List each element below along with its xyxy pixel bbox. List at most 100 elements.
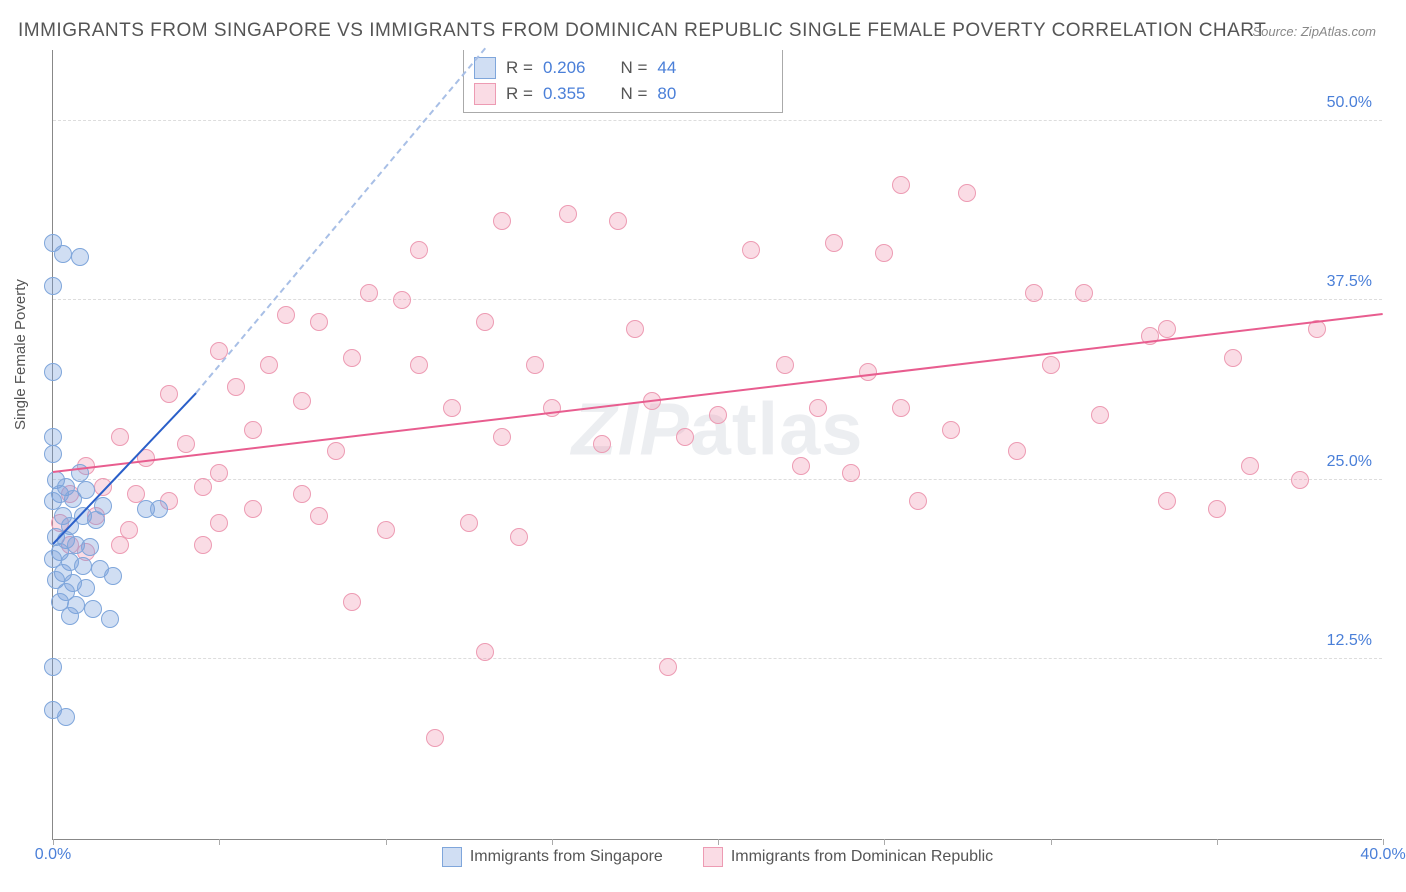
data-point-singapore (81, 538, 99, 556)
data-point-singapore (44, 658, 62, 676)
data-point-dominican (909, 492, 927, 510)
data-point-dominican (776, 356, 794, 374)
data-point-dominican (476, 643, 494, 661)
data-point-dominican (393, 291, 411, 309)
n-label: N = (620, 84, 647, 104)
y-tick-label: 37.5% (1327, 273, 1372, 291)
data-point-dominican (111, 428, 129, 446)
data-point-singapore (57, 708, 75, 726)
data-point-singapore (74, 557, 92, 575)
x-tick (219, 839, 220, 845)
grid-line (53, 299, 1382, 300)
n-label: N = (620, 58, 647, 78)
data-point-dominican (177, 435, 195, 453)
data-point-dominican (593, 435, 611, 453)
x-tick (884, 839, 885, 845)
legend-label: Immigrants from Dominican Republic (731, 848, 993, 866)
data-point-dominican (293, 485, 311, 503)
trend-line (53, 313, 1383, 473)
data-point-dominican (1075, 284, 1093, 302)
data-point-dominican (609, 212, 627, 230)
data-point-dominican (892, 399, 910, 417)
data-point-dominican (626, 320, 644, 338)
y-axis-label: Single Female Poverty (12, 279, 29, 430)
data-point-dominican (94, 478, 112, 496)
correlation-legend: R = 0.206 N = 44 R = 0.355 N = 80 (463, 50, 783, 113)
data-point-singapore (44, 363, 62, 381)
y-tick-label: 25.0% (1327, 453, 1372, 471)
data-point-dominican (1158, 320, 1176, 338)
swatch-dominican (703, 847, 723, 867)
data-point-dominican (1291, 471, 1309, 489)
data-point-dominican (659, 658, 677, 676)
chart-title: IMMIGRANTS FROM SINGAPORE VS IMMIGRANTS … (18, 20, 1266, 42)
data-point-dominican (111, 536, 129, 554)
grid-line (53, 479, 1382, 480)
data-point-dominican (343, 593, 361, 611)
data-point-dominican (892, 176, 910, 194)
data-point-dominican (1224, 349, 1242, 367)
data-point-singapore (71, 248, 89, 266)
scatter-chart: ZIPatlas R = 0.206 N = 44 R = 0.355 N = … (52, 50, 1382, 840)
data-point-dominican (1241, 457, 1259, 475)
x-tick (1217, 839, 1218, 845)
data-point-dominican (942, 421, 960, 439)
data-point-singapore (44, 445, 62, 463)
data-point-dominican (792, 457, 810, 475)
data-point-dominican (476, 313, 494, 331)
data-point-dominican (958, 184, 976, 202)
data-point-singapore (104, 567, 122, 585)
r-label: R = (506, 58, 533, 78)
data-point-dominican (293, 392, 311, 410)
n-value-dominican: 80 (657, 84, 676, 104)
data-point-dominican (526, 356, 544, 374)
series-legend: Immigrants from Singapore Immigrants fro… (53, 847, 1382, 867)
x-tick (53, 839, 54, 845)
data-point-dominican (709, 406, 727, 424)
data-point-dominican (443, 399, 461, 417)
data-point-singapore (77, 579, 95, 597)
legend-row-singapore: R = 0.206 N = 44 (474, 55, 772, 81)
data-point-singapore (61, 607, 79, 625)
data-point-singapore (44, 428, 62, 446)
data-point-dominican (460, 514, 478, 532)
x-tick (1383, 839, 1384, 845)
data-point-dominican (875, 244, 893, 262)
grid-line (53, 120, 1382, 121)
x-tick-label: 40.0% (1360, 846, 1405, 864)
data-point-dominican (194, 478, 212, 496)
data-point-dominican (343, 349, 361, 367)
data-point-dominican (1091, 406, 1109, 424)
grid-line (53, 658, 1382, 659)
data-point-dominican (1158, 492, 1176, 510)
data-point-dominican (809, 399, 827, 417)
legend-item-dominican: Immigrants from Dominican Republic (703, 847, 993, 867)
swatch-singapore (474, 57, 496, 79)
y-tick-label: 50.0% (1327, 94, 1372, 112)
x-tick (718, 839, 719, 845)
data-point-singapore (101, 610, 119, 628)
swatch-singapore (442, 847, 462, 867)
data-point-singapore (54, 245, 72, 263)
data-point-dominican (244, 500, 262, 518)
data-point-singapore (84, 600, 102, 618)
x-tick (1051, 839, 1052, 845)
data-point-dominican (310, 507, 328, 525)
data-point-dominican (510, 528, 528, 546)
legend-row-dominican: R = 0.355 N = 80 (474, 81, 772, 107)
data-point-dominican (327, 442, 345, 460)
data-point-dominican (194, 536, 212, 554)
data-point-dominican (825, 234, 843, 252)
data-point-singapore (44, 277, 62, 295)
data-point-dominican (244, 421, 262, 439)
data-point-dominican (277, 306, 295, 324)
data-point-dominican (493, 212, 511, 230)
data-point-singapore (150, 500, 168, 518)
data-point-dominican (1008, 442, 1026, 460)
data-point-dominican (1025, 284, 1043, 302)
data-point-dominican (227, 378, 245, 396)
data-point-dominican (1208, 500, 1226, 518)
x-tick (386, 839, 387, 845)
data-point-dominican (210, 464, 228, 482)
data-point-dominican (210, 514, 228, 532)
